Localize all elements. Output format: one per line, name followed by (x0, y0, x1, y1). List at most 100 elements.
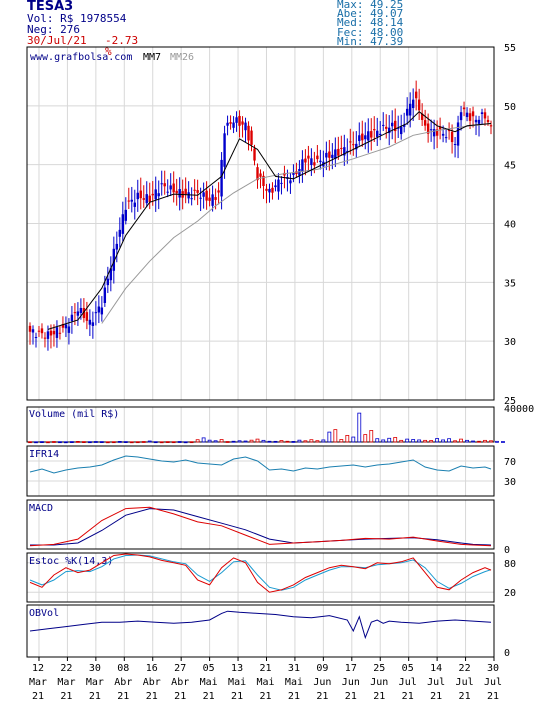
candle-body (70, 314, 74, 321)
candle-body (346, 150, 349, 152)
candle-body (399, 126, 403, 135)
candle-body (139, 190, 142, 199)
candle-body (340, 147, 343, 149)
volume-bar (387, 437, 392, 443)
candle-body (391, 122, 394, 127)
candle-body (109, 268, 113, 281)
candle-body (244, 122, 247, 131)
x-tick-year: 21 (146, 691, 158, 702)
candle-body (31, 329, 35, 333)
candle-body (172, 183, 175, 193)
candle-body (385, 126, 388, 129)
volume-bar (345, 434, 350, 443)
candle-body (196, 190, 199, 193)
candle-body (85, 312, 89, 321)
volume-bar (369, 430, 374, 443)
candle-body (40, 328, 44, 334)
x-tick-month: Jul (399, 677, 417, 688)
volume-bar (291, 441, 296, 443)
candle-body (82, 308, 86, 319)
volume-bar (46, 441, 50, 444)
x-tick-month: Abr (143, 677, 161, 688)
candle-body (127, 200, 130, 202)
x-tick-month: Mai (200, 677, 218, 688)
ifr-panel-frame (26, 445, 495, 497)
candle-body (292, 172, 295, 175)
volume-bar (75, 441, 80, 443)
volume-bar (501, 441, 505, 443)
volume-bar (381, 439, 386, 443)
stat-value: 49.07 (370, 7, 404, 21)
ifr-tick-label: 70 (504, 457, 516, 468)
candle-body (55, 327, 59, 338)
candle-body (271, 187, 274, 193)
candle-body (376, 130, 379, 138)
volume-bar (159, 441, 164, 444)
candle-body (61, 323, 65, 328)
x-tick-month: Jul (456, 677, 474, 688)
candle-body (88, 319, 92, 325)
candles-group (28, 80, 493, 351)
ifr-panel-title: IFR14 (29, 449, 59, 460)
volume-bar (171, 441, 176, 444)
x-tick-year: 21 (259, 691, 271, 702)
volume-bar (249, 439, 254, 443)
candle-body (58, 332, 62, 334)
x-tick-day: 30 (487, 663, 499, 674)
volume-bar (351, 436, 356, 443)
candle-body (438, 126, 442, 130)
candle-body (148, 195, 151, 203)
candle-body (382, 124, 385, 126)
candle-body (130, 199, 133, 202)
candle-body (145, 194, 148, 204)
volume-bar (303, 440, 308, 443)
candle-body (211, 194, 214, 206)
volume-bar (441, 439, 446, 443)
volume-bar (135, 441, 140, 444)
volume-bar (315, 440, 320, 443)
candle-body (64, 324, 68, 329)
x-tick-year: 21 (487, 691, 499, 702)
candle-body (253, 148, 256, 161)
candle-body (468, 113, 472, 121)
candle-body (199, 197, 202, 199)
candle-body (226, 122, 229, 126)
volume-bar (129, 441, 134, 444)
candle-body (73, 312, 77, 314)
candle-body (453, 144, 457, 146)
volume-bar (195, 439, 200, 443)
candle-body (193, 189, 196, 191)
candle-body (94, 312, 98, 314)
candle-body (411, 99, 415, 109)
volume-bar (177, 441, 182, 443)
candle-body (136, 192, 139, 200)
x-tick-day: 09 (316, 663, 328, 674)
macd-panel-frame (26, 499, 495, 550)
macd-panel-title: MACD (29, 503, 53, 514)
candle-body (423, 120, 427, 126)
candle-body (361, 133, 364, 141)
candle-body (355, 143, 358, 150)
candle-body (444, 137, 448, 139)
candle-body (169, 185, 172, 190)
x-tick-year: 21 (89, 691, 101, 702)
x-tick-month: Mar (86, 677, 104, 688)
candle-body (262, 175, 265, 187)
volume-panel-frame (26, 406, 495, 443)
stoch-panel-title: Estoc %K(14,3) (29, 556, 113, 567)
ifr-tick-label: 30 (504, 477, 516, 488)
volume-bar (471, 440, 475, 443)
candle-body (274, 185, 277, 188)
stat-label: Med: (337, 16, 364, 30)
candle-body (268, 188, 271, 193)
x-tick-year: 21 (345, 691, 357, 702)
candle-body (232, 122, 235, 128)
header-stats: Max: 49.25 Abe: 49.07 Med: 48.14 Fec: 48… (337, 0, 404, 47)
x-tick-year: 21 (459, 691, 471, 702)
candle-body (223, 133, 226, 167)
x-tick-month: Mai (228, 677, 246, 688)
candle-body (214, 197, 217, 200)
candle-body (301, 159, 304, 172)
candle-body (447, 130, 451, 132)
candle-body (277, 179, 280, 192)
